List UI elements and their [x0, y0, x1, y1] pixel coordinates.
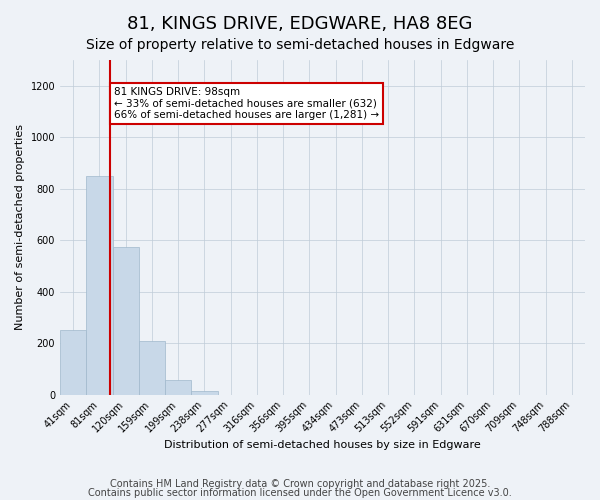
Bar: [113, 246, 139, 394]
Text: Size of property relative to semi-detached houses in Edgware: Size of property relative to semi-detach…: [86, 38, 514, 52]
Text: 81 KINGS DRIVE: 98sqm
← 33% of semi-detached houses are smaller (632)
66% of sem: 81 KINGS DRIVE: 98sqm ← 33% of semi-deta…: [114, 87, 379, 120]
Text: Contains HM Land Registry data © Crown copyright and database right 2025.: Contains HM Land Registry data © Crown c…: [110, 479, 490, 489]
X-axis label: Distribution of semi-detached houses by size in Edgware: Distribution of semi-detached houses by …: [164, 440, 481, 450]
Bar: [165, 380, 191, 394]
Bar: [86, 176, 113, 394]
Y-axis label: Number of semi-detached properties: Number of semi-detached properties: [15, 124, 25, 330]
Text: 81, KINGS DRIVE, EDGWARE, HA8 8EG: 81, KINGS DRIVE, EDGWARE, HA8 8EG: [127, 15, 473, 33]
Bar: [60, 330, 86, 394]
Bar: [191, 390, 218, 394]
Text: Contains public sector information licensed under the Open Government Licence v3: Contains public sector information licen…: [88, 488, 512, 498]
Bar: [139, 340, 165, 394]
